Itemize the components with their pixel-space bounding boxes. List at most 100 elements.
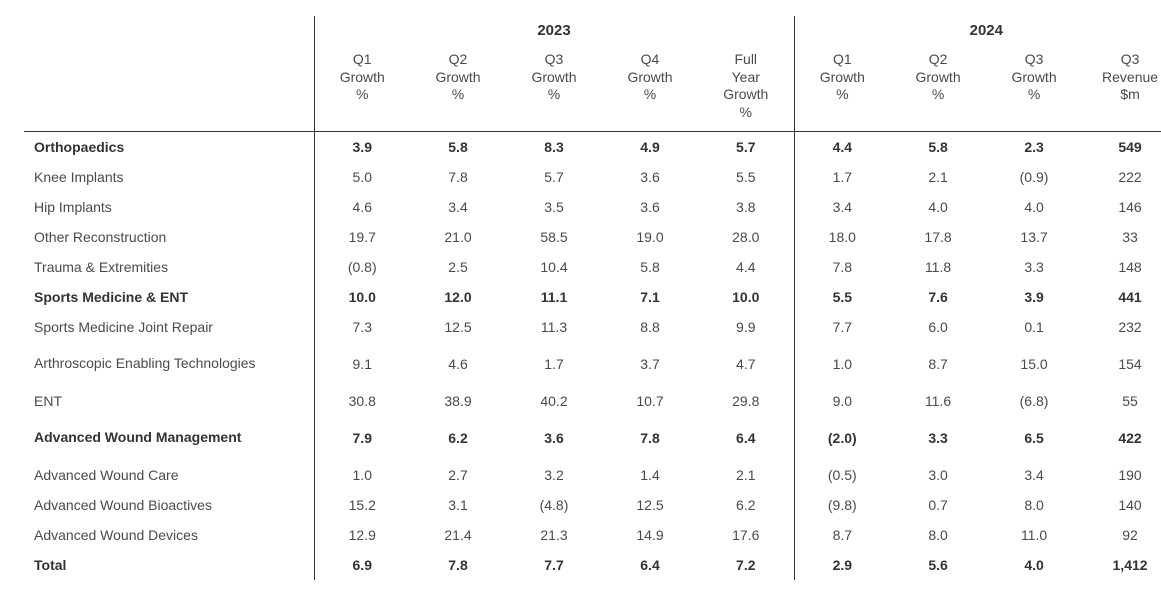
cell: 4.6 bbox=[314, 192, 410, 222]
cell: 5.5 bbox=[698, 162, 794, 192]
cell: 2.1 bbox=[698, 460, 794, 490]
cell: 2.7 bbox=[410, 460, 506, 490]
cell: 7.9 bbox=[314, 416, 410, 460]
row-label: Sports Medicine Joint Repair bbox=[24, 312, 314, 342]
table-row: Advanced Wound Bioactives15.23.1(4.8)12.… bbox=[24, 490, 1161, 520]
cell: 7.2 bbox=[698, 550, 794, 580]
cell: 11.8 bbox=[890, 252, 986, 282]
cell: 21.4 bbox=[410, 520, 506, 550]
cell: 92 bbox=[1082, 520, 1161, 550]
cell: (0.9) bbox=[986, 162, 1082, 192]
cell: 38.9 bbox=[410, 386, 506, 416]
cell: 6.0 bbox=[890, 312, 986, 342]
cell: 1.4 bbox=[602, 460, 698, 490]
cell: 3.7 bbox=[602, 342, 698, 386]
column-header-q2_24: Q2Growth% bbox=[890, 45, 986, 132]
cell: 7.1 bbox=[602, 282, 698, 312]
row-label: Arthroscopic Enabling Technologies bbox=[24, 342, 314, 386]
table-row: Orthopaedics3.95.88.34.95.74.45.82.3549 bbox=[24, 132, 1161, 162]
cell: 6.4 bbox=[698, 416, 794, 460]
cell: 190 bbox=[1082, 460, 1161, 490]
cell: 2.3 bbox=[986, 132, 1082, 162]
cell: 154 bbox=[1082, 342, 1161, 386]
cell: 5.7 bbox=[506, 162, 602, 192]
cell: 19.0 bbox=[602, 222, 698, 252]
cell: 8.3 bbox=[506, 132, 602, 162]
cell: 7.8 bbox=[410, 162, 506, 192]
cell: 15.0 bbox=[986, 342, 1082, 386]
column-header-q2_23: Q2Growth% bbox=[410, 45, 506, 132]
cell: 3.2 bbox=[506, 460, 602, 490]
cell: 6.9 bbox=[314, 550, 410, 580]
year-2024-header: 2024 bbox=[794, 16, 1161, 45]
cell: (2.0) bbox=[794, 416, 890, 460]
table-row: Other Reconstruction19.721.058.519.028.0… bbox=[24, 222, 1161, 252]
column-header-row: Q1Growth%Q2Growth%Q3Growth%Q4Growth%Full… bbox=[24, 45, 1161, 132]
cell: 28.0 bbox=[698, 222, 794, 252]
table-body: Orthopaedics3.95.88.34.95.74.45.82.3549K… bbox=[24, 132, 1161, 580]
label-column-header bbox=[24, 45, 314, 132]
cell: 3.4 bbox=[986, 460, 1082, 490]
cell: 55 bbox=[1082, 386, 1161, 416]
cell: 7.8 bbox=[410, 550, 506, 580]
cell: 29.8 bbox=[698, 386, 794, 416]
cell: 17.8 bbox=[890, 222, 986, 252]
cell: 8.0 bbox=[986, 490, 1082, 520]
column-header-q1_24: Q1Growth% bbox=[794, 45, 890, 132]
cell: 146 bbox=[1082, 192, 1161, 222]
column-header-q3_23: Q3Growth% bbox=[506, 45, 602, 132]
cell: 13.7 bbox=[986, 222, 1082, 252]
cell: 5.8 bbox=[410, 132, 506, 162]
cell: 7.6 bbox=[890, 282, 986, 312]
cell: 10.0 bbox=[314, 282, 410, 312]
cell: 222 bbox=[1082, 162, 1161, 192]
cell: 2.9 bbox=[794, 550, 890, 580]
cell: 4.0 bbox=[986, 550, 1082, 580]
cell: 1.0 bbox=[794, 342, 890, 386]
cell: 10.0 bbox=[698, 282, 794, 312]
column-header-q3_24: Q3Growth% bbox=[986, 45, 1082, 132]
cell: 1.7 bbox=[506, 342, 602, 386]
corner-blank bbox=[24, 16, 314, 45]
column-header-q3_24_rev: Q3Revenue$m bbox=[1082, 45, 1161, 132]
cell: 3.0 bbox=[890, 460, 986, 490]
cell: 3.4 bbox=[410, 192, 506, 222]
table-row: Sports Medicine Joint Repair7.312.511.38… bbox=[24, 312, 1161, 342]
row-label: Advanced Wound Bioactives bbox=[24, 490, 314, 520]
row-label: Hip Implants bbox=[24, 192, 314, 222]
cell: 4.7 bbox=[698, 342, 794, 386]
cell: 8.8 bbox=[602, 312, 698, 342]
cell: 11.1 bbox=[506, 282, 602, 312]
cell: 19.7 bbox=[314, 222, 410, 252]
cell: 6.2 bbox=[698, 490, 794, 520]
cell: 11.0 bbox=[986, 520, 1082, 550]
column-header-fy_23: FullYearGrowth% bbox=[698, 45, 794, 132]
cell: (0.5) bbox=[794, 460, 890, 490]
cell: 7.3 bbox=[314, 312, 410, 342]
cell: 3.3 bbox=[986, 252, 1082, 282]
cell: (6.8) bbox=[986, 386, 1082, 416]
cell: (4.8) bbox=[506, 490, 602, 520]
cell: 1,412 bbox=[1082, 550, 1161, 580]
cell: 9.1 bbox=[314, 342, 410, 386]
cell: 3.9 bbox=[986, 282, 1082, 312]
cell: 5.0 bbox=[314, 162, 410, 192]
table-row: ENT30.838.940.210.729.89.011.6(6.8)55 bbox=[24, 386, 1161, 416]
table-row: Sports Medicine & ENT10.012.011.17.110.0… bbox=[24, 282, 1161, 312]
cell: 3.9 bbox=[314, 132, 410, 162]
column-header-q4_23: Q4Growth% bbox=[602, 45, 698, 132]
row-label: ENT bbox=[24, 386, 314, 416]
cell: 5.8 bbox=[602, 252, 698, 282]
cell: 30.8 bbox=[314, 386, 410, 416]
growth-table: 2023 2024 Q1Growth%Q2Growth%Q3Growth%Q4G… bbox=[24, 16, 1161, 580]
cell: 8.7 bbox=[794, 520, 890, 550]
cell: 10.4 bbox=[506, 252, 602, 282]
cell: 8.7 bbox=[890, 342, 986, 386]
cell: 5.6 bbox=[890, 550, 986, 580]
table-row: Advanced Wound Devices12.921.421.314.917… bbox=[24, 520, 1161, 550]
table-row: Advanced Wound Management7.96.23.67.86.4… bbox=[24, 416, 1161, 460]
cell: 3.5 bbox=[506, 192, 602, 222]
cell: 148 bbox=[1082, 252, 1161, 282]
cell: 4.0 bbox=[986, 192, 1082, 222]
cell: 21.0 bbox=[410, 222, 506, 252]
